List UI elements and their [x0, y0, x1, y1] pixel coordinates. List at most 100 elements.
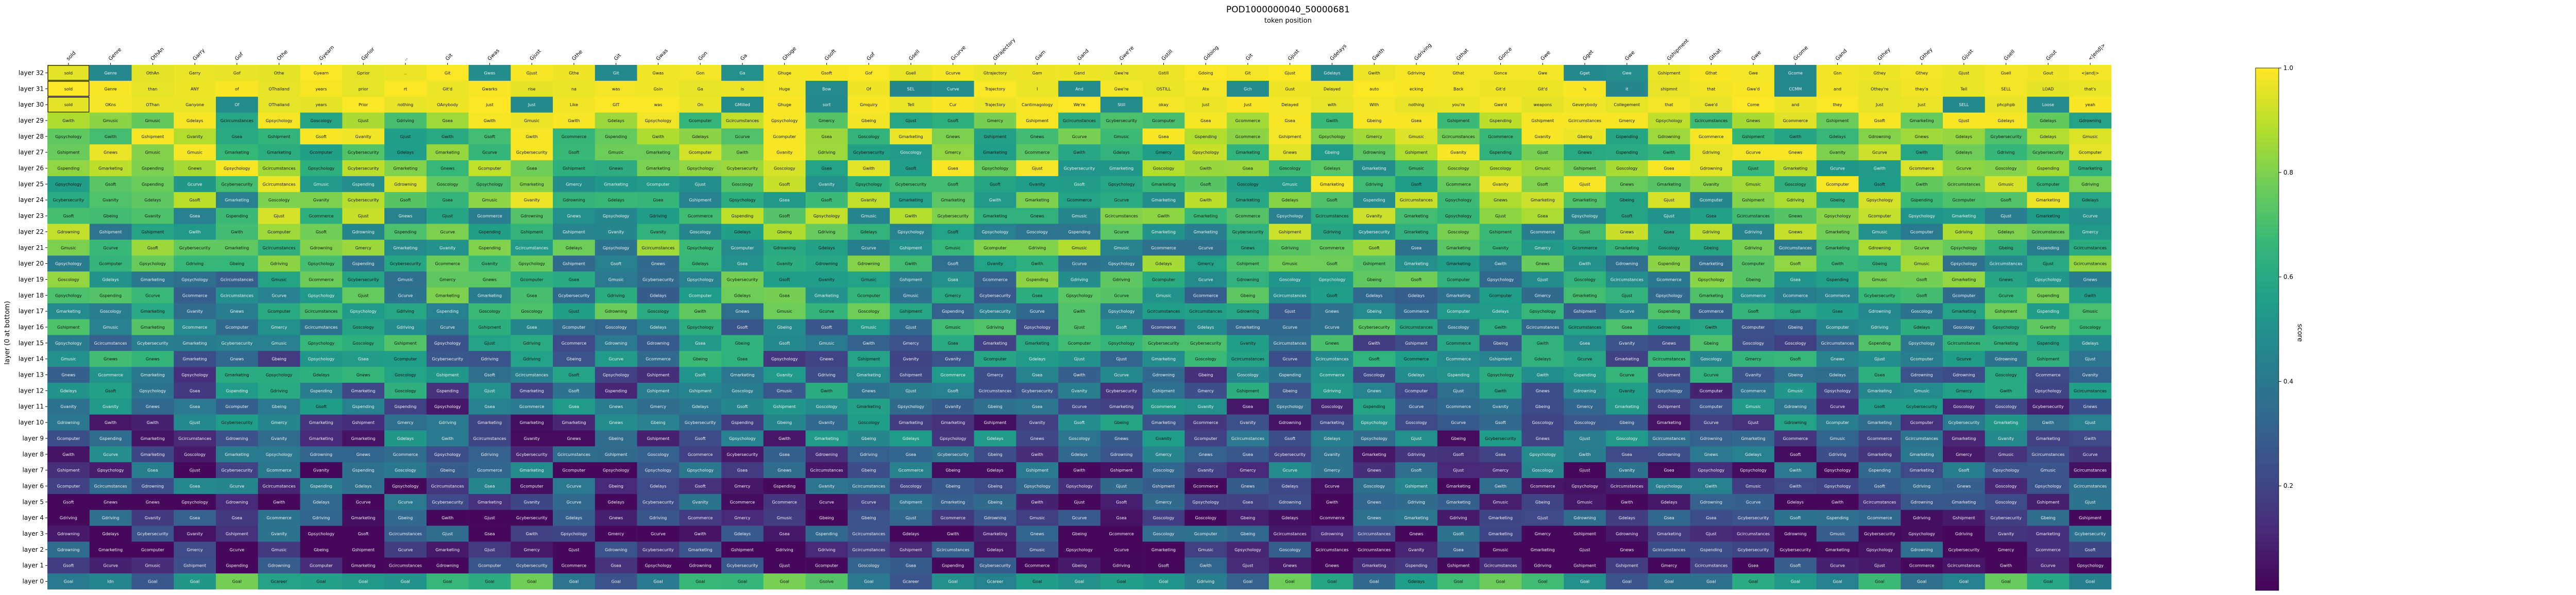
heatmap-cell [174, 144, 216, 161]
cell-label: Gdelays [987, 468, 1003, 473]
cell-label: Gwith [905, 214, 917, 218]
cell-label: Curve [947, 87, 959, 91]
heatmap-cell [1605, 65, 1648, 81]
cell-label: Gpsychology [308, 341, 335, 346]
cell-label: Gpsychology [729, 198, 756, 202]
heatmap-cell [258, 112, 300, 129]
heatmap-cell [89, 192, 132, 208]
cell-label: Gdrowning [394, 182, 416, 186]
cell-label: Gdriving [1450, 516, 1467, 520]
cell-label: Gcurve [1030, 309, 1045, 314]
cell-label: Goal [1580, 580, 1589, 584]
colorbar-segment [2256, 250, 2279, 256]
colorbar-segment [2256, 547, 2279, 552]
cell-label: Gcircumstances [473, 436, 506, 441]
cell-label: Gdelays [608, 198, 624, 202]
heatmap-cell [1479, 80, 1522, 97]
heatmap-cell [931, 160, 974, 177]
heatmap-cell [300, 144, 343, 161]
cell-label: Gmarketing [1783, 166, 1807, 171]
heatmap-cell [1142, 176, 1185, 193]
y-tick-label: layer 14 [19, 355, 44, 363]
cell-label: Gcomputer [1405, 388, 1428, 393]
cell-label: Gdelays [650, 325, 666, 330]
cell-label: Gcommerce [1825, 293, 1850, 298]
cell-label: Gpsychology [1698, 468, 1725, 473]
cell-label: Gpsychology [434, 404, 461, 409]
cell-label: Gcybersecurity [1274, 452, 1306, 457]
cell-label: Gbeing [1367, 309, 1382, 314]
cell-label: Gnews [1241, 246, 1255, 250]
cell-label: Gpsychology [1193, 150, 1219, 155]
cell-label: Gcircumstances [1316, 214, 1349, 218]
colorbar-segment [2256, 138, 2279, 143]
colorbar-segment [2256, 107, 2279, 112]
heatmap-cell [974, 192, 1016, 208]
heatmap-cell [1437, 80, 1480, 97]
colorbar-segment [2256, 529, 2279, 534]
cell-label: Goscology [1195, 357, 1217, 362]
cell-label: years [315, 103, 327, 107]
heatmap-cell [1268, 224, 1311, 240]
cell-label: Gmercy [397, 420, 413, 425]
cell-label: Gcomputer [1826, 420, 1849, 425]
cell-label: Gshipment [900, 373, 922, 378]
cell-label: Gcommerce [1741, 388, 1766, 393]
cell-label: Gshipment [731, 548, 754, 552]
cell-label: Gwith [1368, 341, 1380, 346]
colorbar-segment [2256, 68, 2279, 73]
heatmap-cell [1690, 65, 1733, 81]
cell-label: Gpsychology [1108, 262, 1135, 266]
cell-label: Gmercy [271, 325, 287, 330]
heatmap-cell [1774, 112, 1817, 129]
cell-label: Gjust [190, 468, 200, 473]
cell-label: and [1791, 103, 1799, 107]
x-tick-label: Gdelays [1329, 43, 1348, 62]
heatmap-cell [1985, 96, 2027, 113]
cell-label: Gdelays [1282, 484, 1298, 488]
cell-label: Gjust [1580, 436, 1590, 441]
x-tick-label: Gonce [1498, 46, 1513, 62]
cell-label: Gcomputer [563, 325, 586, 330]
cell-label: Gcurve [1072, 134, 1087, 139]
cell-label: Gjust [2043, 262, 2054, 266]
x-tick-label: Gjust [1287, 48, 1300, 62]
cell-label: Gcurve [1114, 230, 1129, 234]
heatmap-cell [679, 96, 722, 113]
cell-label: Gwith [1200, 564, 1212, 568]
cell-label: Gjust [442, 214, 453, 218]
cell-label: Gust [1285, 87, 1295, 91]
cell-label: Gdelays [692, 134, 708, 139]
cell-label: Gcomputer [2079, 150, 2102, 155]
heatmap-cell [468, 128, 511, 145]
heatmap-cell [300, 112, 343, 129]
cell-label: Gmusic [1493, 548, 1509, 552]
cell-label: that [1707, 87, 1715, 91]
cell-label: Gnews [609, 420, 623, 425]
cell-label: Goscology [1153, 532, 1175, 536]
cell-label: Gsoft [1537, 182, 1548, 186]
heatmap-cell [1437, 192, 1480, 208]
heatmap-cell [258, 96, 300, 113]
cell-label: Gsea [1243, 166, 1253, 171]
heatmap-cell [47, 65, 90, 81]
cell-label: Gmarketing [941, 420, 965, 425]
cell-label: Gnews [61, 373, 75, 378]
heatmap-cell [974, 160, 1016, 177]
cell-label: Gcommerce [941, 516, 966, 520]
cell-label: Gdriving [1913, 516, 1930, 520]
cell-label: Gdelays [1492, 309, 1509, 314]
cell-label: Goscology [774, 166, 795, 171]
cell-label: Gdrowning [1236, 277, 1259, 282]
cell-label: Gmusic [524, 118, 539, 123]
cell-label: Goscology [521, 309, 543, 314]
cell-label: Gjust [1664, 198, 1674, 202]
y-tick-label: layer 20 [19, 260, 44, 267]
cell-label: Gnews [1620, 230, 1634, 234]
cell-label: Gpsychology [308, 166, 335, 171]
cell-label: Gjust [1580, 182, 1590, 186]
cell-label: Gdelays [313, 500, 329, 504]
heatmap-cell [637, 160, 680, 177]
cell-label: Gcybersecurity [53, 198, 84, 202]
cell-label: Gcybersecurity [1022, 388, 1053, 393]
